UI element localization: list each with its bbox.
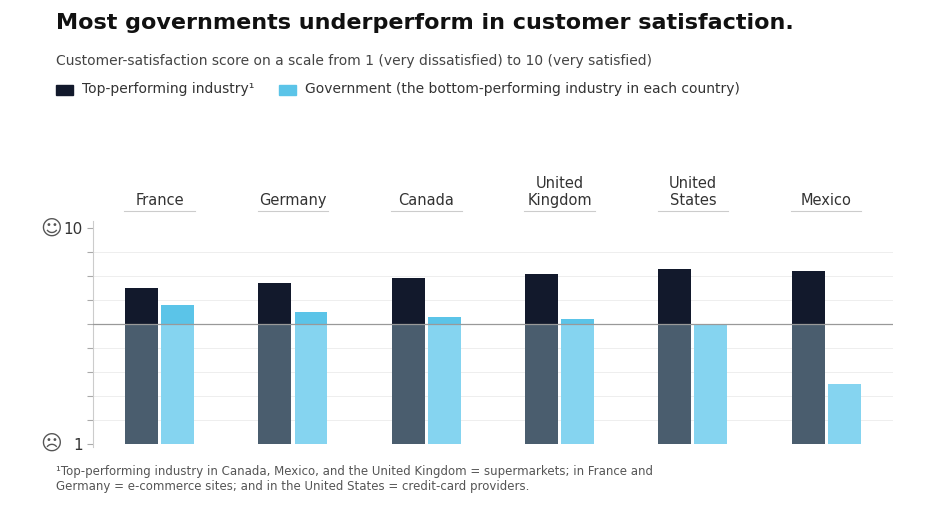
Bar — [828, 384, 860, 444]
Text: ¹Top-performing industry in Canada, Mexico, and the United Kingdom = supermarket: ¹Top-performing industry in Canada, Mexi… — [56, 466, 653, 493]
Bar — [561, 319, 594, 324]
Text: United
Kingdom: United Kingdom — [527, 176, 591, 208]
Bar — [126, 324, 158, 444]
Text: Germany: Germany — [259, 193, 326, 208]
Text: Customer-satisfaction score on a scale from 1 (very dissatisfied) to 10 (very sa: Customer-satisfaction score on a scale f… — [56, 54, 652, 68]
Bar — [126, 288, 158, 324]
Bar — [525, 273, 558, 324]
Bar — [259, 324, 291, 444]
Text: Government (the bottom-performing industry in each country): Government (the bottom-performing indust… — [305, 82, 740, 96]
Bar — [658, 324, 691, 444]
Bar — [295, 324, 327, 444]
Text: ☺: ☺ — [40, 218, 62, 238]
Text: United
States: United States — [669, 176, 717, 208]
Bar — [658, 269, 691, 324]
Bar — [295, 312, 327, 324]
Bar — [428, 317, 460, 324]
Bar — [525, 324, 558, 444]
Bar — [791, 271, 825, 324]
Text: France: France — [136, 193, 184, 208]
Bar — [161, 305, 194, 324]
Bar — [791, 324, 825, 444]
Bar — [392, 279, 425, 324]
Text: Most governments underperform in customer satisfaction.: Most governments underperform in custome… — [56, 13, 793, 33]
Bar — [259, 283, 291, 324]
Bar — [695, 324, 727, 444]
Bar — [161, 324, 194, 444]
Text: ☹: ☹ — [40, 434, 62, 453]
Bar — [428, 324, 460, 444]
Text: Mexico: Mexico — [801, 193, 852, 208]
Bar — [561, 324, 594, 444]
Text: Canada: Canada — [398, 193, 454, 208]
Text: Top-performing industry¹: Top-performing industry¹ — [82, 82, 254, 96]
Bar — [392, 324, 425, 444]
